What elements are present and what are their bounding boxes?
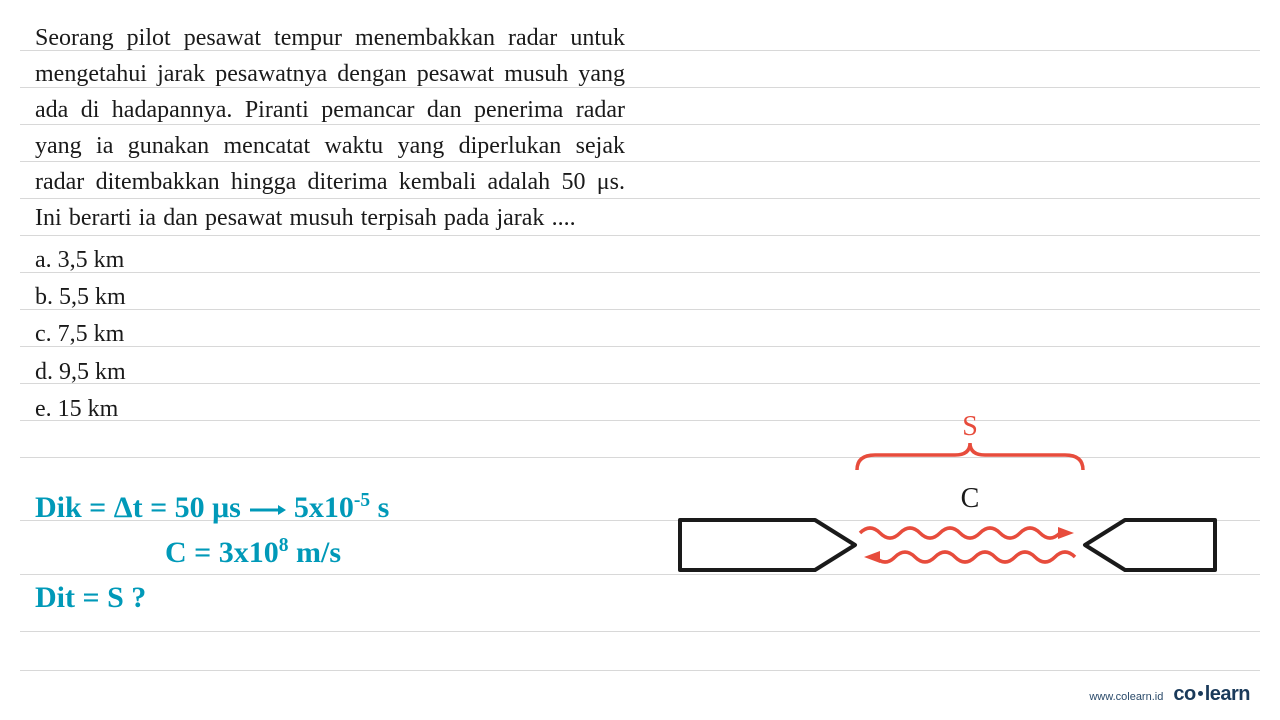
arrowhead-right-icon	[1058, 527, 1074, 539]
dik-unit: s	[370, 491, 389, 524]
dik-prefix: Dik = Δt = 50 μs	[35, 491, 248, 524]
handwriting-line-1: Dik = Δt = 50 μs 5x10-5 s	[35, 485, 389, 530]
question-text: Seorang pilot pesawat tempur menembakkan…	[35, 20, 625, 236]
option-a: a. 3,5 km	[35, 242, 625, 279]
physics-diagram: S C	[660, 405, 1220, 625]
label-s: S	[962, 411, 978, 442]
handwriting-line-3: Dit = S ?	[35, 575, 389, 620]
c-suffix: m/s	[289, 536, 342, 569]
dik-exp: -5	[354, 490, 370, 511]
c-exp: 8	[279, 535, 289, 556]
logo-learn: learn	[1205, 683, 1250, 705]
option-b: b. 5,5 km	[35, 279, 625, 316]
arrowhead-left-icon	[864, 551, 880, 563]
option-c: c. 7,5 km	[35, 316, 625, 353]
wave-left-icon	[875, 552, 1075, 562]
dik-suffix: 5x10	[286, 491, 354, 524]
options-list: a. 3,5 km b. 5,5 km c. 7,5 km d. 9,5 km …	[35, 242, 625, 428]
handwriting-line-2: C = 3x108 m/s	[165, 530, 389, 575]
footer-logo: colearn	[1173, 683, 1250, 706]
c-prefix: C = 3x10	[165, 536, 279, 569]
arrow-right-icon	[248, 501, 286, 519]
wave-right-icon	[860, 528, 1060, 538]
logo-co: co	[1173, 683, 1195, 705]
logo-dot-icon	[1198, 691, 1203, 696]
brace-icon	[857, 443, 1083, 470]
footer: www.colearn.id colearn	[1089, 683, 1250, 706]
diagram-svg: S C	[660, 405, 1220, 625]
label-c: C	[961, 483, 980, 514]
aircraft-left-icon	[680, 520, 855, 570]
option-d: d. 9,5 km	[35, 354, 625, 391]
option-e: e. 15 km	[35, 391, 625, 428]
handwriting-block: Dik = Δt = 50 μs 5x10-5 s C = 3x108 m/s …	[35, 485, 389, 620]
question-block: Seorang pilot pesawat tempur menembakkan…	[35, 20, 625, 428]
aircraft-right-icon	[1085, 520, 1215, 570]
footer-url: www.colearn.id	[1089, 691, 1163, 703]
